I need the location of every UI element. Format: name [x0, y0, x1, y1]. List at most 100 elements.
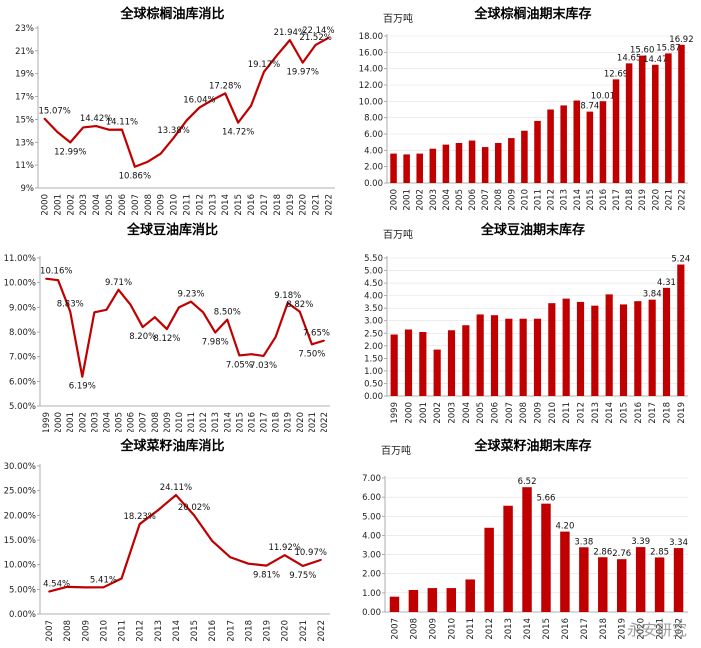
x-tick-label: 2008 [409, 618, 419, 640]
bar [455, 142, 463, 183]
x-tick-label: 2013 [591, 402, 601, 424]
y-tick-label: 8.00% [9, 328, 36, 338]
data-point [286, 301, 289, 304]
y-tick-label: 5.00 [362, 512, 381, 522]
bar [547, 109, 554, 183]
bar [662, 287, 671, 396]
x-tick-label: 2002 [78, 412, 88, 432]
data-point [262, 355, 265, 357]
watermark: 永安研究 [626, 621, 687, 639]
data-point [129, 303, 132, 306]
data-point [190, 300, 192, 303]
x-tick-label: 2010 [99, 620, 109, 642]
x-tick-label: 2022 [320, 412, 330, 432]
data-label: 24.11% [160, 483, 192, 493]
data-label: 8.82% [286, 300, 313, 310]
y-tick-label: 2.00 [362, 570, 381, 580]
data-label: 17.28% [209, 81, 241, 91]
bar [519, 318, 527, 396]
x-tick-label: 2019 [618, 618, 628, 640]
x-tick-label: 2020 [651, 189, 661, 211]
bar [616, 559, 627, 612]
x-tick-label: 2007 [390, 618, 400, 640]
data-label: 10.86% [119, 172, 151, 182]
y-tick-label: 0.00 [364, 179, 383, 189]
data-point [69, 141, 72, 144]
x-tick-label: 2011 [183, 194, 193, 216]
x-tick-label: 2009 [534, 402, 544, 424]
x-tick-label: 2018 [244, 620, 254, 642]
bar [598, 557, 608, 612]
data-label: 9.18% [274, 291, 301, 301]
bar [503, 505, 513, 612]
bar [419, 332, 427, 396]
data-label: 2.76 [612, 549, 631, 559]
y-tick-label: 14.00 [359, 65, 383, 75]
y-tick-label: 4.00 [364, 146, 383, 156]
x-tick-label: 2005 [476, 402, 486, 424]
bar [484, 527, 494, 612]
bar [446, 588, 457, 612]
x-tick-label: 1999 [42, 412, 52, 432]
data-label: 22.14% [302, 26, 334, 36]
data-point [175, 494, 177, 496]
x-tick-label: 2012 [199, 412, 209, 432]
data-point [275, 54, 278, 57]
data-label: 3.34 [669, 538, 688, 548]
data-label: 7.50% [298, 349, 325, 359]
x-tick-label: 2005 [115, 412, 125, 432]
y-tick-label: 7.00% [9, 353, 36, 363]
x-tick-label: 2010 [447, 618, 457, 640]
x-tick-label: 2003 [429, 189, 439, 211]
data-point [211, 540, 214, 542]
data-point [69, 310, 72, 313]
data-point [237, 121, 240, 124]
bar [522, 487, 532, 612]
y-tick-label: 9.00% [9, 303, 36, 313]
data-point [202, 311, 205, 314]
data-label: 2.86 [593, 547, 612, 557]
x-tick-label: 2000 [405, 402, 415, 424]
data-point [193, 514, 195, 517]
x-tick-label: 2010 [548, 402, 558, 424]
x-tick-label: 2005 [105, 194, 115, 216]
y-tick-label: 5.50 [364, 254, 383, 264]
bar [678, 44, 685, 183]
data-point [120, 577, 123, 580]
x-tick-label: 2019 [263, 620, 273, 642]
x-tick-label: 2012 [136, 620, 146, 642]
data-label: 16.04% [183, 96, 215, 106]
bar [625, 63, 633, 183]
chart-rapeseed-oil-ratio: 全球菜籽油库消比 0.00% 5.00% 10.00% 15.00% 20.00% 25.0… [4, 438, 330, 642]
x-tick-label: 2022 [677, 189, 687, 211]
y-tick-label: 30.00% [4, 462, 36, 472]
bar [548, 303, 556, 396]
data-point [283, 554, 286, 557]
x-tick-label: 2013 [211, 412, 221, 432]
y-tick-label: 4.00 [364, 292, 383, 302]
data-point [327, 36, 330, 39]
chart-title: 全球豆油期末库存 [480, 222, 585, 238]
x-tick-label: 2021 [664, 189, 674, 211]
bar [562, 298, 570, 396]
y-tick-label: 5.00% [9, 585, 36, 595]
unit-label: 百万吨 [381, 444, 411, 457]
x-tick-label: 2021 [308, 412, 318, 432]
data-point [159, 152, 162, 155]
chart-title: 全球菜籽油库消比 [119, 438, 224, 454]
x-tick-label: 2011 [562, 402, 572, 424]
x-tick-label: 2011 [118, 620, 128, 642]
x-tick-label: 2019 [638, 189, 648, 211]
data-point [43, 117, 46, 120]
data-point [301, 61, 304, 64]
data-point [45, 277, 47, 280]
data-label: 10.01 [591, 91, 615, 101]
data-point [121, 128, 123, 131]
x-tick-label: 2006 [491, 402, 501, 424]
data-point [214, 331, 217, 334]
data-label: 16.92 [669, 35, 693, 45]
y-tick-label: 4.00 [362, 531, 381, 541]
y-tick-label: 2.00 [364, 163, 383, 173]
data-point [48, 590, 50, 593]
x-tick-label: 2009 [157, 194, 167, 216]
